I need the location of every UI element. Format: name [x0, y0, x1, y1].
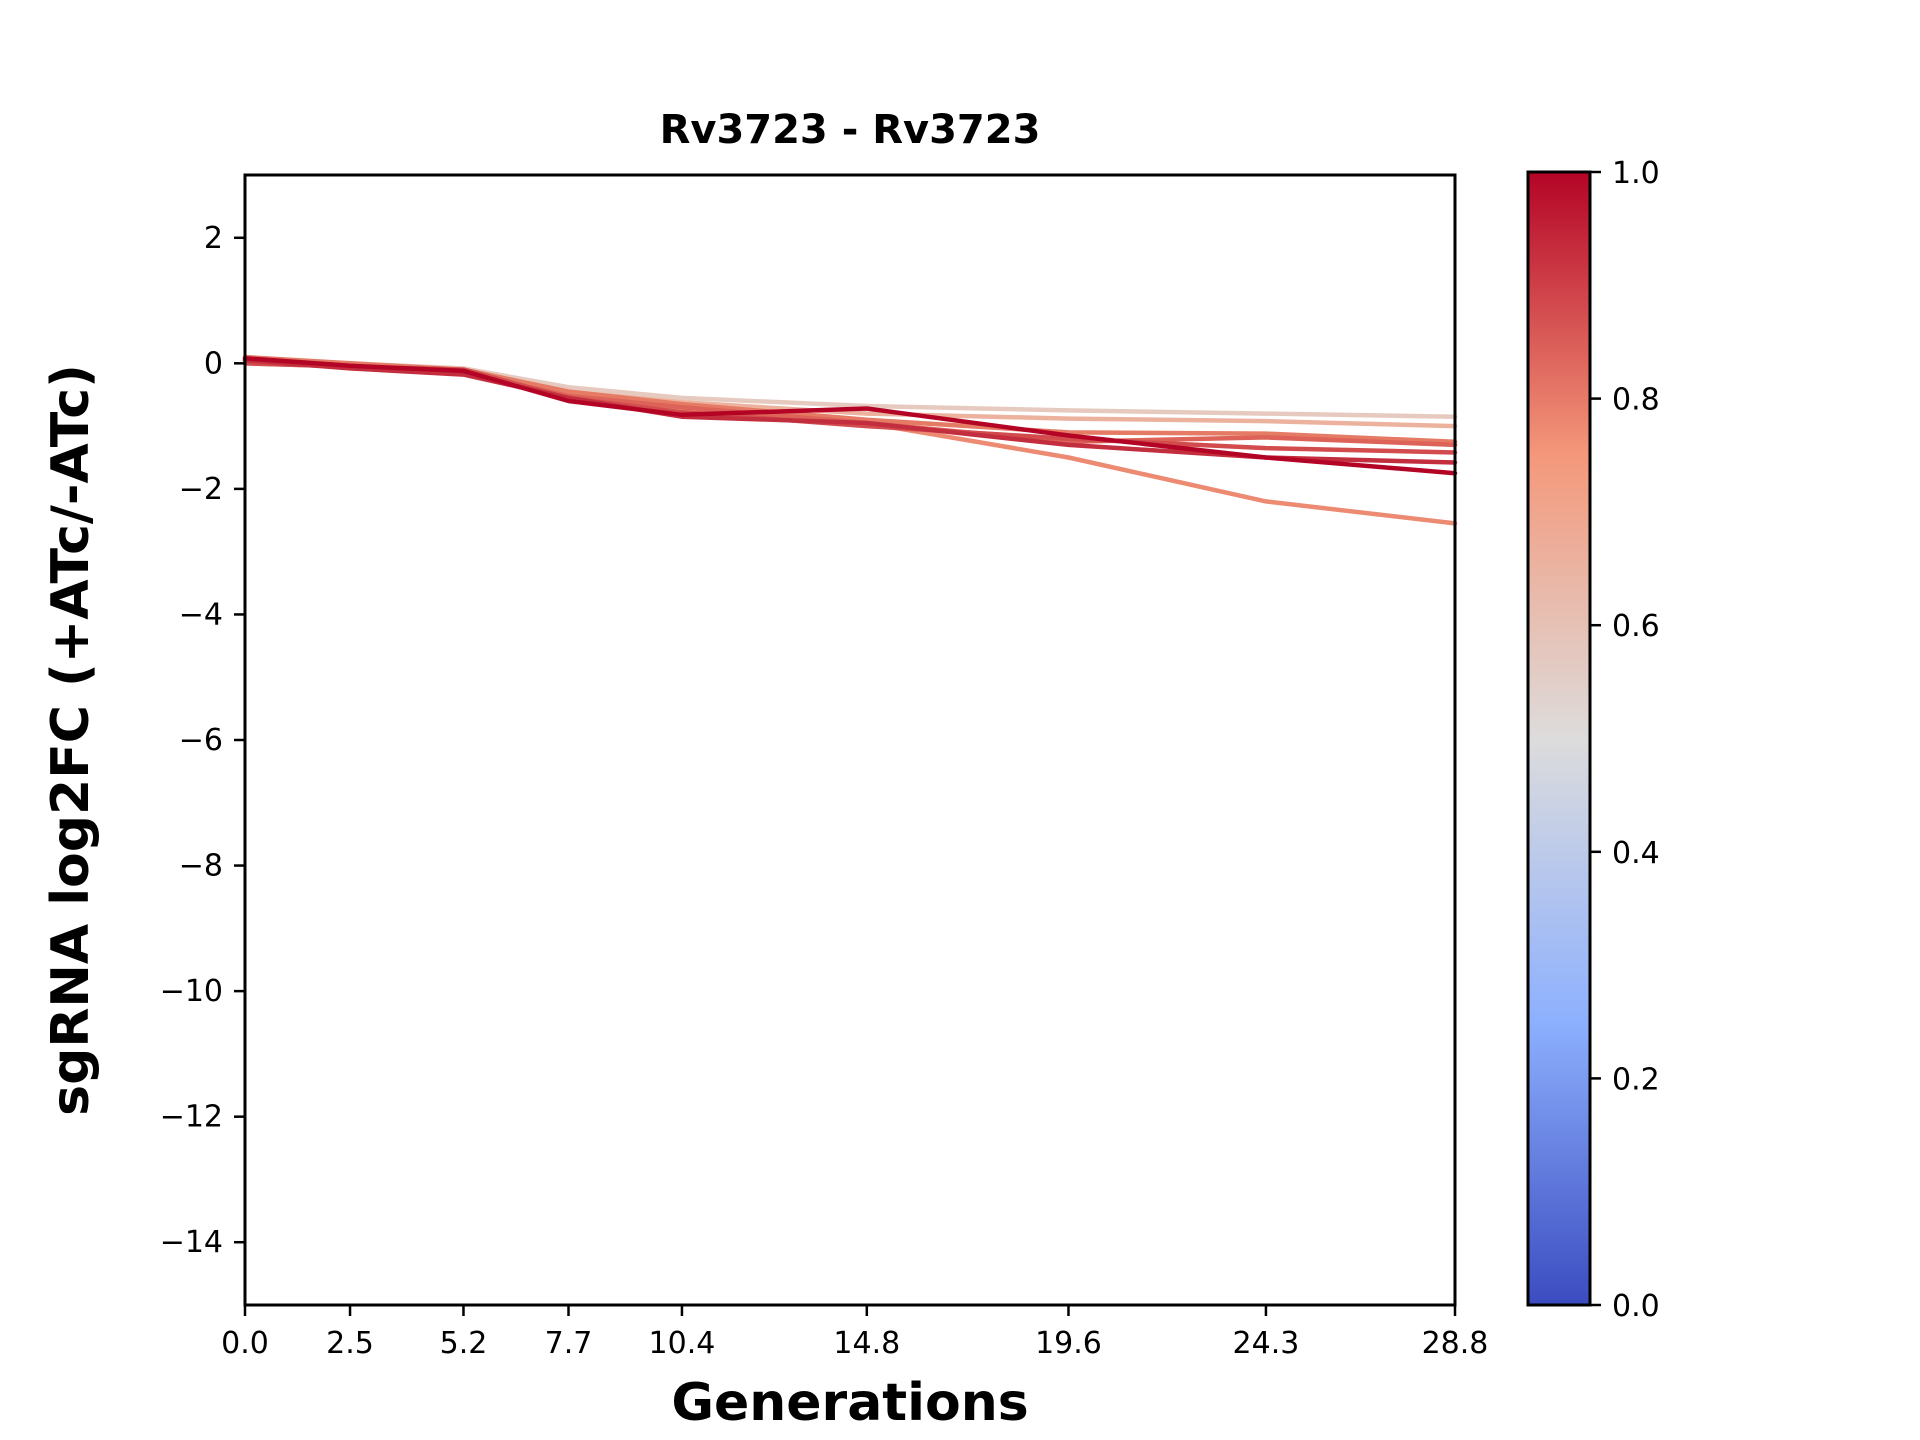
colorbar-gradient: [1528, 172, 1590, 1305]
colorbar-border: [1526, 170, 1592, 1307]
colorbar-tick-label: 0.6: [1612, 609, 1660, 644]
y-tick-label: −8: [179, 849, 223, 884]
colorbar-tick-label: 0.0: [1612, 1289, 1660, 1324]
y-tick-label: 0: [204, 346, 223, 381]
plot-border: [243, 173, 1457, 1307]
y-axis-label: sgRNA log2FC (+ATc/-ATc): [41, 364, 101, 1116]
y-tick-label: −14: [160, 1225, 223, 1260]
x-tick-label: 7.7: [545, 1326, 593, 1361]
x-tick-label: 10.4: [649, 1326, 716, 1361]
colorbar-tick-label: 0.2: [1612, 1062, 1660, 1097]
x-tick-label: 2.5: [326, 1326, 374, 1361]
chart-title: Rv3723 - Rv3723: [660, 107, 1041, 153]
y-tick-label: −12: [160, 1100, 223, 1135]
y-tick-label: 2: [204, 221, 223, 256]
colorbar-tick-label: 0.8: [1612, 383, 1660, 418]
x-tick-label: 19.6: [1035, 1326, 1102, 1361]
y-tick-label: −4: [179, 597, 223, 632]
y-axis-ticks: 2 0 −2 −4 −6 −8 −10 −12 −14: [160, 221, 245, 1260]
series-line-8: [242, 356, 1458, 476]
x-tick-label: 0.0: [221, 1326, 269, 1361]
x-axis-label: Generations: [671, 1373, 1028, 1433]
y-tick-label: −10: [160, 974, 223, 1009]
colorbar-tick-label: 1.0: [1612, 156, 1660, 191]
colorbar-tick-label: 0.4: [1612, 836, 1660, 871]
x-tick-label: 28.8: [1422, 1326, 1489, 1361]
y-tick-label: −2: [179, 472, 223, 507]
axes-frame: [243, 173, 1457, 1307]
series-line-3: [242, 361, 1458, 526]
x-tick-label: 5.2: [440, 1326, 488, 1361]
x-tick-label: 14.8: [833, 1326, 900, 1361]
series-lines: [242, 354, 1458, 526]
y-tick-label: −6: [179, 723, 223, 758]
colorbar: 1.0 0.8 0.6 0.4 0.2 0.0: [1526, 156, 1660, 1324]
x-axis-ticks: 0.0 2.5 5.2 7.7 10.4 14.8 19.6 24.3 28.8: [221, 1305, 1488, 1361]
x-tick-label: 24.3: [1233, 1326, 1300, 1361]
